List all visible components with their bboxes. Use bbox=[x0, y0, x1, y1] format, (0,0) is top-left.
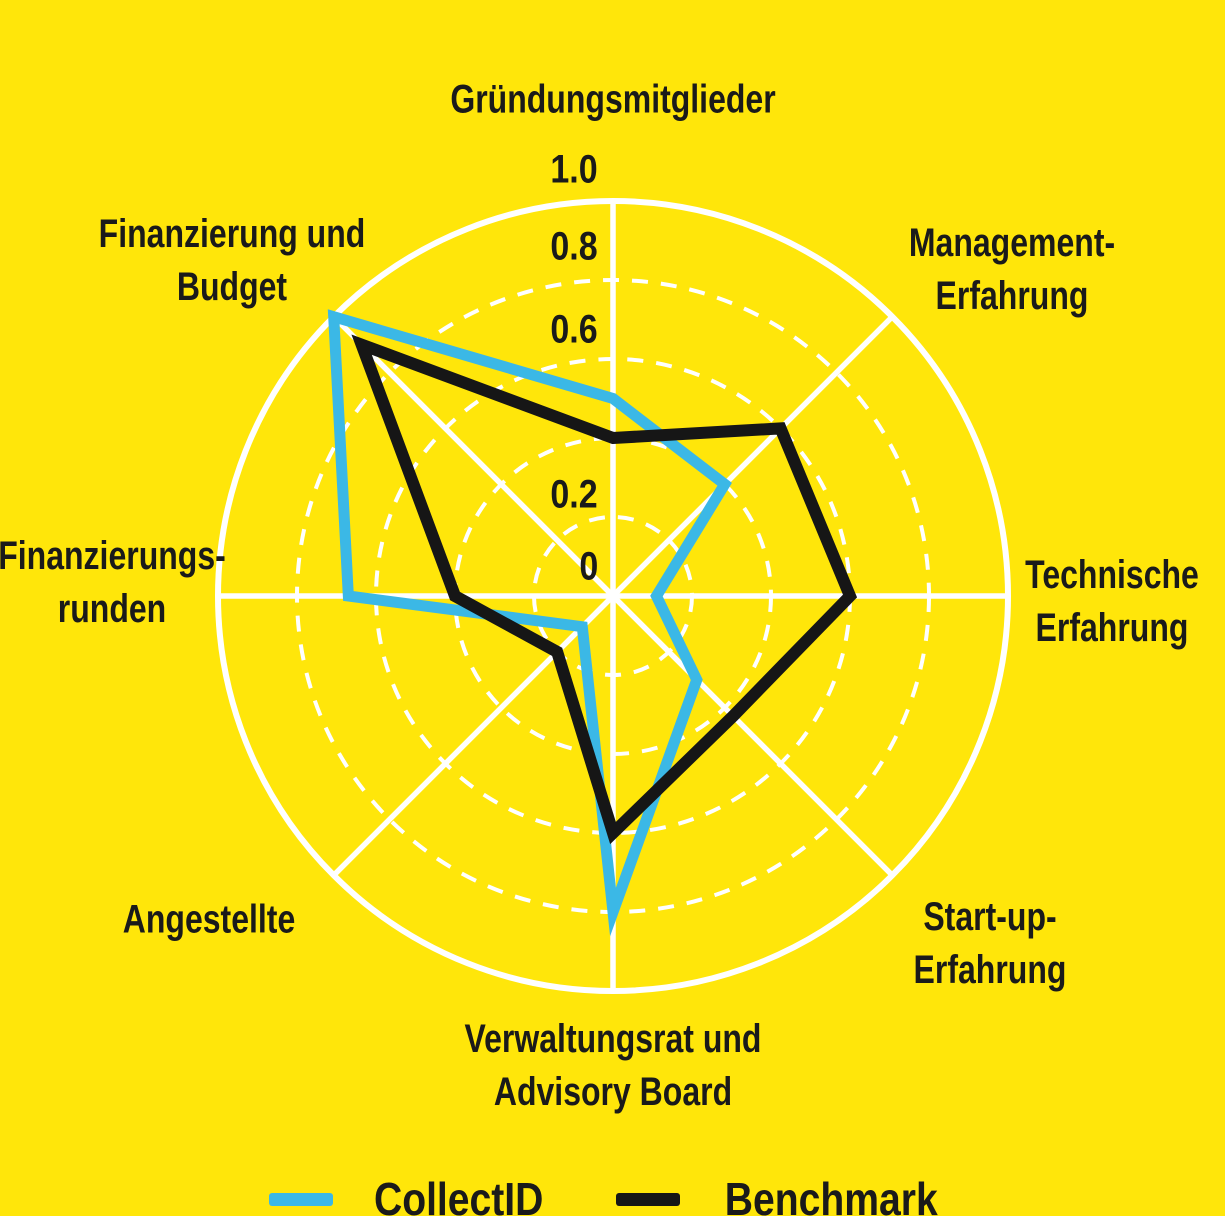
axis-label-angestellte: Angestellte bbox=[122, 897, 296, 942]
collectid-polygon bbox=[327, 309, 732, 937]
axis-label-gruendungsmitglieder: Gründungsmitglieder bbox=[450, 77, 776, 122]
tick-label-0-8: 0.8 bbox=[550, 224, 598, 269]
axis-line-3 bbox=[611, 594, 895, 878]
collectid-line-swatch bbox=[268, 1192, 333, 1206]
tick-label-0-6: 0.6 bbox=[550, 307, 598, 352]
legend-item-benchmark: Benchmark bbox=[615, 1172, 957, 1226]
tick-label-1-0: 1.0 bbox=[550, 147, 598, 192]
axis-label-finanzierungsrunden: Finanzierungs- runden bbox=[0, 534, 226, 631]
legend-item-collectid: CollectID bbox=[268, 1172, 558, 1226]
axis-label-finanzierung-und-budget: Finanzierung und Budget bbox=[98, 212, 366, 309]
benchmark-line-swatch bbox=[615, 1192, 680, 1206]
legend-label-collectid: CollectID bbox=[373, 1173, 543, 1225]
axis-label-technische-erfahrung: Technische Erfahrung bbox=[1025, 553, 1199, 650]
axis-line-5 bbox=[331, 594, 615, 878]
axis-line-1 bbox=[611, 314, 895, 598]
legend: CollectID Benchmark bbox=[0, 1172, 1225, 1226]
benchmark-polygon bbox=[351, 334, 858, 845]
axis-line-7 bbox=[331, 314, 615, 598]
axis-label-startup-erfahrung: Start-up- Erfahrung bbox=[913, 895, 1067, 992]
legend-label-benchmark: Benchmark bbox=[724, 1173, 938, 1225]
axis-label-verwaltungsrat: Verwaltungsrat und Advisory Board bbox=[464, 1017, 762, 1114]
tick-label-0: 0 bbox=[579, 544, 598, 589]
tick-label-0-2: 0.2 bbox=[550, 472, 598, 517]
axis-label-management-erfahrung: Management- Erfahrung bbox=[908, 221, 1116, 318]
